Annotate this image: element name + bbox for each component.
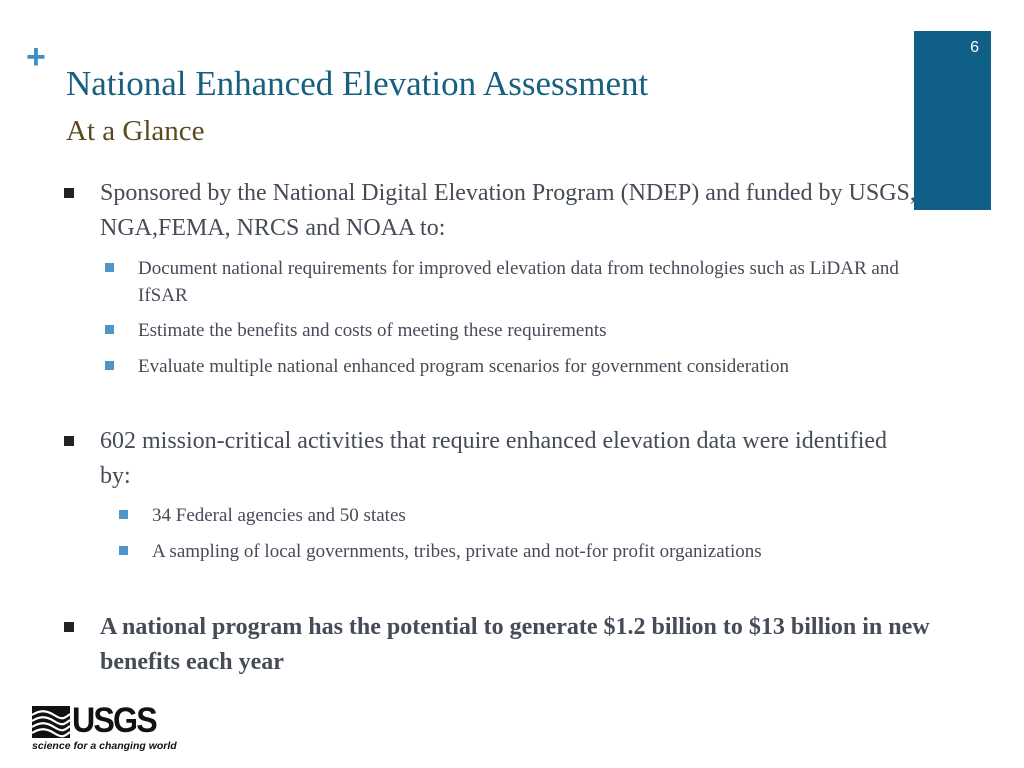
sub-bullet-benefits-costs: Estimate the benefits and costs of meeti…: [105, 317, 908, 344]
square-bullet-icon: [119, 510, 128, 519]
slide-subtitle: At a Glance: [66, 115, 205, 147]
sub-bullet-text: Estimate the benefits and costs of meeti…: [138, 320, 607, 341]
bullet-national-program-benefits: A national program has the potential to …: [64, 610, 945, 680]
usgs-wordmark: USGS: [72, 701, 158, 740]
bullet-text: A national program has the potential to …: [100, 614, 930, 675]
square-bullet-icon: [64, 436, 74, 446]
sub-bullet-local-governments: A sampling of local governments, tribes,…: [119, 538, 922, 565]
bullet-text: Sponsored by the National Digital Elevat…: [100, 180, 916, 241]
square-bullet-icon: [105, 325, 114, 334]
sub-bullet-text: A sampling of local governments, tribes,…: [152, 541, 762, 562]
slide-title: National Enhanced Elevation Assessment: [66, 64, 649, 103]
square-bullet-icon: [105, 361, 114, 370]
square-bullet-icon: [64, 188, 74, 198]
sub-bullet-agencies: 34 Federal agencies and 50 states: [119, 502, 922, 529]
bullet-text: 602 mission-critical activities that req…: [100, 428, 888, 489]
square-bullet-icon: [64, 622, 74, 632]
sub-bullet-requirements: Document national requirements for impro…: [105, 255, 908, 309]
slide-number-panel: 6: [914, 31, 991, 210]
square-bullet-icon: [119, 546, 128, 555]
sub-bullet-text: Evaluate multiple national enhanced prog…: [138, 356, 790, 377]
sub-bullet-scenarios: Evaluate multiple national enhanced prog…: [105, 353, 908, 380]
slide-number: 6: [970, 39, 979, 56]
square-bullet-icon: [105, 263, 114, 272]
sub-bullet-text: 34 Federal agencies and 50 states: [152, 505, 406, 526]
bullet-sponsorship: Sponsored by the National Digital Elevat…: [64, 176, 920, 246]
usgs-tagline: science for a changing world: [32, 740, 177, 752]
usgs-wave-mark-icon: [32, 706, 70, 738]
usgs-logo: USGS science for a changing world: [32, 701, 177, 754]
sub-bullet-text: Document national requirements for impro…: [138, 258, 899, 306]
bullet-activities: 602 mission-critical activities that req…: [64, 424, 920, 494]
plus-icon: +: [26, 38, 46, 76]
